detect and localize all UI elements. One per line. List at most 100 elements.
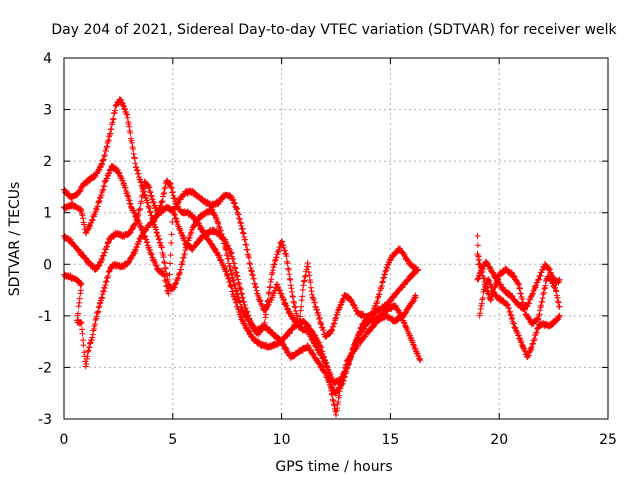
data-point <box>526 316 533 323</box>
data-point <box>180 234 187 241</box>
data-point <box>236 280 243 287</box>
data-point <box>147 209 154 216</box>
data-point <box>127 129 134 136</box>
data-point <box>230 293 237 300</box>
data-point <box>326 378 333 385</box>
data-point <box>281 247 288 254</box>
data-point <box>268 276 275 283</box>
data-point <box>352 346 359 353</box>
data-point <box>328 387 335 394</box>
data-point <box>229 288 236 295</box>
data-point <box>105 238 112 245</box>
data-point <box>118 96 125 103</box>
data-point <box>94 309 101 316</box>
data-point <box>89 217 96 224</box>
data-point <box>228 250 235 257</box>
data-point <box>534 316 541 323</box>
data-point <box>78 326 85 333</box>
data-point <box>480 275 487 282</box>
data-point <box>518 339 525 346</box>
data-point <box>271 261 278 268</box>
data-point <box>538 302 545 309</box>
data-point <box>380 274 387 281</box>
data-point <box>336 304 343 311</box>
data-point <box>246 260 253 267</box>
data-point <box>105 272 112 279</box>
data-point <box>327 383 334 390</box>
data-point <box>77 290 84 297</box>
data-point <box>138 198 145 205</box>
data-point <box>242 236 249 243</box>
data-point <box>261 319 268 326</box>
data-point <box>535 277 542 284</box>
data-point <box>521 306 528 313</box>
data-point <box>251 280 258 287</box>
data-point <box>79 330 86 337</box>
data-point <box>77 319 84 326</box>
data-point <box>265 297 271 304</box>
data-point <box>132 160 139 167</box>
data-point <box>122 184 129 191</box>
data-point <box>537 304 544 311</box>
series-track-G <box>474 250 563 328</box>
data-point <box>148 192 155 199</box>
data-point <box>415 352 422 359</box>
data-point <box>78 319 85 326</box>
data-point <box>410 297 417 304</box>
data-point <box>162 184 169 191</box>
data-point <box>295 320 302 327</box>
data-point <box>81 221 88 228</box>
data-point <box>279 238 286 245</box>
data-point <box>77 208 84 215</box>
data-point <box>230 256 237 263</box>
axis-ticks <box>63 57 609 420</box>
data-point <box>249 271 256 278</box>
data-point <box>298 297 305 304</box>
data-point <box>529 340 536 347</box>
data-point <box>527 345 534 352</box>
data-point <box>508 316 515 323</box>
data-point <box>146 184 153 191</box>
data-point <box>304 260 311 267</box>
data-point <box>542 282 549 289</box>
data-point <box>186 234 193 241</box>
data-point <box>161 259 168 266</box>
data-point <box>288 285 295 292</box>
data-point <box>474 232 481 239</box>
data-point <box>269 269 276 276</box>
data-point <box>516 285 523 292</box>
data-point <box>229 274 236 281</box>
data-point <box>98 255 105 262</box>
data-point <box>168 185 175 192</box>
x-tick-label: 0 <box>60 432 69 448</box>
data-point <box>132 246 139 253</box>
data-point <box>509 314 516 321</box>
data-point <box>528 293 535 300</box>
data-point <box>540 289 547 296</box>
data-point <box>296 324 303 331</box>
data-point <box>138 223 145 230</box>
data-point <box>287 276 294 283</box>
data-point <box>368 312 375 319</box>
data-point <box>266 289 273 296</box>
data-point <box>479 296 486 303</box>
data-point <box>233 206 240 213</box>
data-point <box>556 276 563 283</box>
data-point <box>524 303 531 310</box>
data-point <box>241 298 248 305</box>
data-point <box>347 354 354 361</box>
data-point <box>329 391 336 398</box>
data-point <box>515 280 522 287</box>
data-point <box>516 285 523 292</box>
data-point <box>487 297 494 304</box>
data-point <box>305 322 312 329</box>
data-point <box>231 200 238 207</box>
data-point <box>150 198 157 205</box>
data-point <box>483 283 490 290</box>
data-point <box>214 218 221 225</box>
data-point <box>139 187 146 194</box>
data-point <box>556 312 563 319</box>
data-point <box>307 279 314 286</box>
data-point <box>78 186 85 193</box>
data-point <box>123 111 130 118</box>
